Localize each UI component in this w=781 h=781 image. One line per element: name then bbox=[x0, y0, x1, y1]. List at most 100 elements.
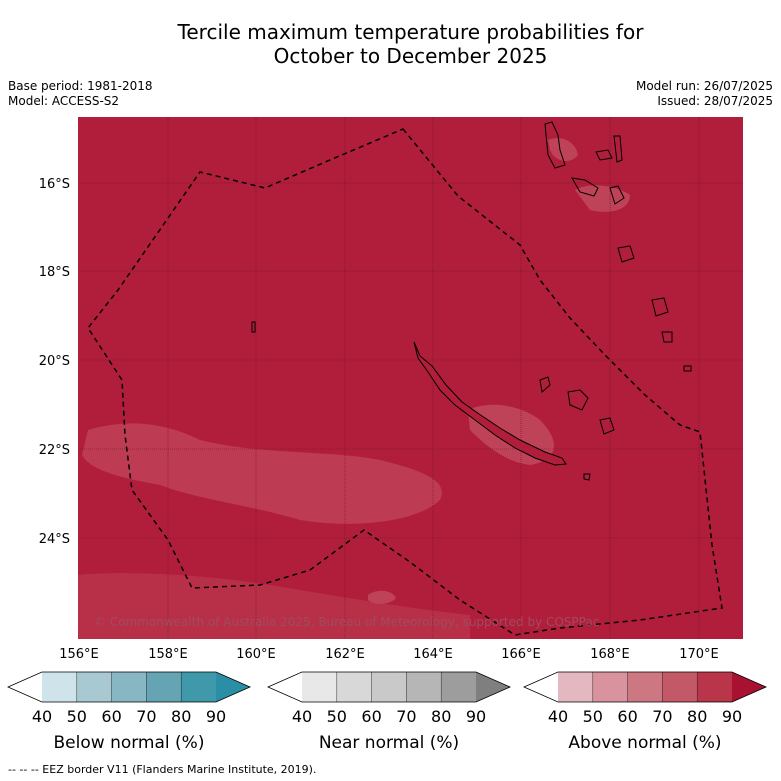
colorbar-tick-label: 40 bbox=[292, 707, 312, 726]
shading-patch bbox=[82, 423, 442, 524]
colorbar-tick-label: 70 bbox=[652, 707, 672, 726]
colorbar-tick-label: 70 bbox=[136, 707, 156, 726]
island-coast bbox=[571, 177, 599, 197]
map-background bbox=[78, 117, 743, 639]
island-coast bbox=[595, 149, 613, 161]
colorbar-over-extension bbox=[732, 672, 766, 702]
eez-border bbox=[87, 128, 723, 636]
lon-label: 160°E bbox=[236, 647, 276, 662]
colorbar-outline bbox=[7, 671, 251, 703]
island-coast bbox=[539, 376, 551, 393]
base-period: Base period: 1981-2018 bbox=[8, 79, 153, 93]
colorbar-swatch bbox=[662, 672, 698, 702]
lat-label: 24°S bbox=[39, 532, 70, 547]
colorbar-swatch bbox=[697, 672, 732, 702]
meta-left: Base period: 1981-2018 Model: ACCESS-S2 bbox=[8, 79, 153, 109]
colorbar-outline bbox=[267, 671, 511, 703]
colorbar-swatch bbox=[592, 672, 628, 702]
colorbar-under-extension bbox=[268, 672, 302, 702]
colorbar-swatch bbox=[146, 672, 182, 702]
lon-label: 168°E bbox=[590, 647, 630, 662]
latitude-labels: 16°S 18°S 20°S 22°S 24°S bbox=[39, 177, 70, 547]
colorbar-under-extension bbox=[8, 672, 42, 702]
meta-right: Model run: 26/07/2025 Issued: 28/07/2025 bbox=[636, 79, 773, 109]
colorbar-tick-label: 80 bbox=[687, 707, 707, 726]
island-coast bbox=[613, 135, 623, 163]
gridlines bbox=[78, 117, 743, 639]
colorbar-swatch bbox=[181, 672, 216, 702]
colorbar-swatch bbox=[441, 672, 476, 702]
title-line-1: Tercile maximum temperature probabilitie… bbox=[177, 20, 644, 44]
island-coast bbox=[599, 417, 615, 435]
new-caledonia-coast bbox=[413, 341, 567, 466]
colorbar-under-extension bbox=[524, 672, 558, 702]
copyright-text: © Commonwealth of Australia 2025, Bureau… bbox=[94, 615, 599, 629]
map-panel bbox=[78, 117, 743, 639]
colorbar-tick-label: 60 bbox=[101, 707, 121, 726]
title-line-2: October to December 2025 bbox=[273, 44, 548, 68]
island-coast bbox=[661, 331, 673, 343]
issued-date: Issued: 28/07/2025 bbox=[657, 94, 773, 108]
lat-label: 18°S bbox=[39, 265, 70, 280]
island-coast bbox=[544, 121, 566, 169]
footer-note: -- -- -- EEZ border V11 (Flanders Marine… bbox=[8, 763, 317, 776]
colorbar-tick-label: 90 bbox=[206, 707, 226, 726]
colorbar-swatch bbox=[111, 672, 147, 702]
model-name: Model: ACCESS-S2 bbox=[8, 94, 120, 108]
colorbar-swatch bbox=[76, 672, 112, 702]
colorbar-over-extension bbox=[476, 672, 510, 702]
colorbar-swatch bbox=[627, 672, 663, 702]
lon-label: 162°E bbox=[325, 647, 365, 662]
colorbar-tick-label: 70 bbox=[396, 707, 416, 726]
lon-label: 164°E bbox=[413, 647, 453, 662]
colorbar-swatch bbox=[371, 672, 407, 702]
chart-title: Tercile maximum temperature probabilitie… bbox=[0, 20, 781, 68]
colorbar-tick-label: 80 bbox=[431, 707, 451, 726]
model-run: Model run: 26/07/2025 bbox=[635, 79, 773, 93]
lon-label: 156°E bbox=[59, 647, 99, 662]
colorbar: 40 50 60 70 80 90 Near normal (%) bbox=[267, 671, 511, 753]
colorbar-tick-label: 40 bbox=[32, 707, 52, 726]
island-coast bbox=[583, 473, 591, 481]
colorbar-swatch bbox=[302, 672, 337, 702]
colorbar-outline bbox=[523, 671, 767, 703]
colorbar-title: Below normal (%) bbox=[54, 733, 205, 753]
colorbar-title: Above normal (%) bbox=[568, 733, 721, 753]
shading-patch bbox=[575, 185, 630, 212]
island-coast bbox=[251, 321, 256, 333]
colorbar-tick-label: 80 bbox=[171, 707, 191, 726]
colorbar-tick-label: 40 bbox=[548, 707, 568, 726]
longitude-labels: 156°E 158°E 160°E 162°E 164°E 166°E 168°… bbox=[59, 647, 719, 662]
island-coast bbox=[617, 245, 635, 263]
colorbar-over-extension bbox=[216, 672, 250, 702]
lat-label: 22°S bbox=[39, 443, 70, 458]
shading-patch bbox=[368, 590, 396, 604]
colorbar-title: Near normal (%) bbox=[319, 733, 459, 753]
lat-label: 20°S bbox=[39, 354, 70, 369]
shading-patch bbox=[78, 573, 470, 639]
lat-label: 16°S bbox=[39, 177, 70, 192]
colorbar-tick-label: 90 bbox=[722, 707, 742, 726]
colorbar-tick-label: 50 bbox=[583, 707, 603, 726]
island-coast bbox=[609, 185, 625, 205]
island-coast bbox=[567, 389, 589, 411]
lon-label: 170°E bbox=[679, 647, 719, 662]
colorbar-tick-label: 60 bbox=[361, 707, 381, 726]
shading-patch bbox=[548, 138, 578, 162]
colorbar-tick-label: 90 bbox=[466, 707, 486, 726]
colorbar-tick-label: 60 bbox=[617, 707, 637, 726]
lon-label: 158°E bbox=[148, 647, 188, 662]
colorbar-swatch bbox=[336, 672, 372, 702]
colorbar-tick-label: 50 bbox=[67, 707, 87, 726]
lon-label: 166°E bbox=[501, 647, 541, 662]
colorbar-swatch bbox=[406, 672, 442, 702]
colorbar-tick-label: 50 bbox=[327, 707, 347, 726]
island-coast bbox=[651, 297, 669, 317]
colorbar-swatch bbox=[558, 672, 593, 702]
island-coast bbox=[683, 365, 692, 372]
colorbar-swatch bbox=[42, 672, 77, 702]
